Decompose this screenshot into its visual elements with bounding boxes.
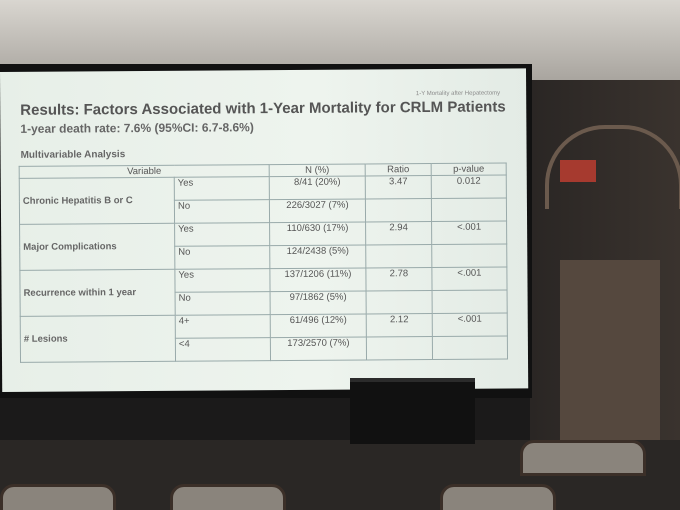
empty-cell (431, 243, 507, 268)
chair (440, 484, 556, 510)
column-header: Ratio (365, 163, 432, 176)
column-header: p-value (431, 162, 507, 176)
corner-note: 1-Y Mortality after Hepatectomy (415, 90, 501, 98)
exit-sign (560, 160, 596, 182)
n-cell: 137/1206 (11%) (269, 267, 367, 292)
n-cell: 226/3027 (7%) (269, 198, 366, 223)
n-cell: 8/41 (20%) (269, 175, 366, 200)
door (560, 260, 660, 450)
chair (520, 440, 646, 476)
variable-cell: Recurrence within 1 year (19, 269, 176, 317)
table-row: # Lesions 4+ 61/496 (12%) 2.12 <.001 (20, 312, 508, 363)
empty-cell (366, 336, 433, 360)
n-cell: 124/2438 (5%) (269, 244, 366, 269)
slide: 1-Y Mortality after Hepatectomy Results:… (0, 68, 529, 392)
projector (350, 378, 475, 444)
variable-cell: # Lesions (20, 315, 176, 363)
empty-cell (365, 198, 432, 222)
empty-cell (432, 289, 508, 314)
variable-cell: Chronic Hepatitis B or C (19, 177, 175, 225)
table-row: Major Complications Yes 110/630 (17%) 2.94 <… (19, 220, 507, 271)
variable-cell: Major Complications (19, 223, 175, 271)
n-cell: 110/630 (17%) (269, 221, 366, 246)
ratio-cell: 2.94 (365, 221, 432, 245)
chair (170, 484, 286, 510)
n-cell: 173/2570 (7%) (270, 336, 367, 361)
chair (0, 484, 116, 510)
level-cell: <4 (175, 337, 271, 362)
ratio-cell: 3.47 (365, 175, 432, 199)
p-value-cell: <.001 (431, 220, 507, 245)
slide-subtitle: 1-year death rate: 7.6% (95%CI: 6.7-8.6%… (20, 120, 254, 136)
section-label: Multivariable Analysis (20, 149, 126, 161)
ratio-cell: 2.78 (365, 267, 433, 291)
ratio-cell: 2.12 (366, 313, 433, 337)
table-row: Recurrence within 1 year Yes 137/1206 (11%… (19, 266, 508, 317)
level-cell: No (174, 199, 270, 224)
slide-title: Results: Factors Associated with 1-Year … (20, 98, 506, 119)
results-table: Variable N (%) Ratio p-value Chronic Hepatit… (19, 162, 508, 363)
n-cell: 97/1862 (5%) (270, 290, 367, 315)
n-cell: 61/496 (12%) (270, 313, 367, 338)
p-value-cell: <.001 (432, 312, 508, 337)
empty-cell (365, 244, 432, 268)
level-cell: Yes (174, 268, 271, 293)
empty-cell (431, 197, 507, 222)
empty-cell (366, 290, 433, 314)
level-cell: Yes (174, 176, 270, 201)
table-row: Chronic Hepatitis B or C Yes 8/41 (20%) 3.4… (19, 174, 507, 225)
column-header: N (%) (269, 163, 366, 177)
level-cell: 4+ (175, 314, 271, 339)
p-value-cell: <.001 (431, 266, 508, 291)
level-cell: Yes (174, 222, 270, 247)
level-cell: No (175, 291, 271, 316)
empty-cell (432, 335, 508, 360)
level-cell: No (174, 245, 270, 270)
p-value-cell: 0.012 (431, 174, 507, 199)
